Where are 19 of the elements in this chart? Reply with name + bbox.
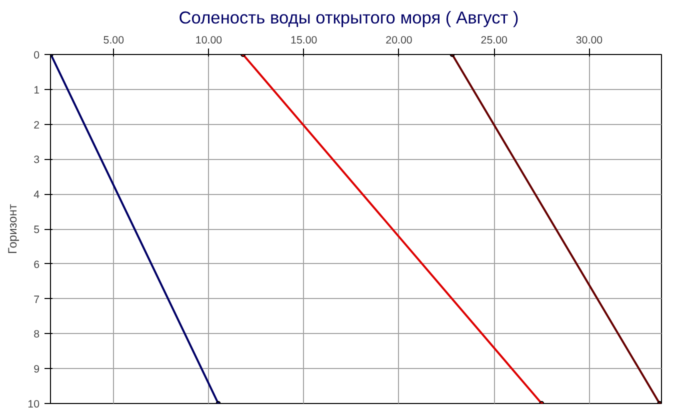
y-tick-label: 8 [34,328,40,341]
y-tick-label: 5 [34,224,40,236]
x-tick-label: 15.00 [290,34,318,46]
x-tick-label: 25.00 [480,34,508,46]
y-tick-label: 7 [34,294,40,306]
y-tick-label: 0 [34,50,40,62]
x-tick-label: 20.00 [386,34,412,46]
y-tick-label: 1 [34,84,40,96]
y-tick-label: 2 [34,119,40,132]
x-tick-label: 5.00 [103,34,124,46]
y-tick-label: 10 [28,398,40,410]
y-tick-label: 3 [34,154,40,166]
x-tick-label: 10.00 [195,34,222,46]
y-axis-title: Горизонт [6,204,20,254]
y-tick-label: 4 [34,189,40,202]
y-tick-label: 6 [34,258,40,271]
y-tick-label: 9 [34,364,40,376]
x-tick-label: 30.00 [576,34,603,46]
chart-title: Соленость воды открытого моря ( Август ) [178,8,519,28]
